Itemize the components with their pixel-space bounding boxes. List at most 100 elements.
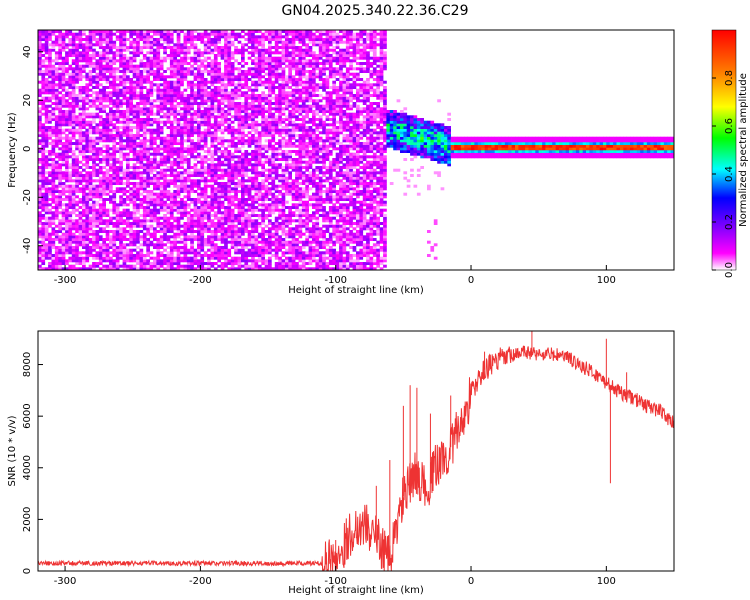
heatmap-cell: [88, 94, 93, 97]
heatmap-cell: [98, 75, 103, 79]
heatmap-cell: [224, 30, 228, 33]
heatmap-cell: [98, 62, 103, 65]
heatmap-cell: [132, 214, 137, 217]
heatmap-cell: [102, 176, 106, 180]
heatmap-cell: [122, 30, 127, 33]
heatmap-cell: [51, 259, 56, 263]
heatmap-cell: [193, 86, 198, 89]
heatmap-cell: [41, 262, 46, 265]
heatmap-cell: [173, 200, 177, 204]
heatmap-cell: [75, 131, 79, 135]
heatmap-cell: [38, 54, 42, 57]
heatmap-cell: [85, 144, 90, 148]
heatmap-cell: [203, 158, 208, 161]
heatmap-cell: [220, 83, 225, 87]
heatmap-cell: [115, 59, 120, 63]
heatmap-cell: [102, 78, 106, 81]
heatmap-cell: [41, 208, 46, 212]
heatmap-cell: [220, 256, 225, 260]
heatmap-cell: [149, 134, 154, 137]
heatmap-cell: [261, 123, 265, 127]
heatmap-cell: [268, 235, 272, 239]
heatmap-cell: [176, 40, 181, 44]
heatmap-cell: [159, 222, 164, 225]
heatmap-cell: [180, 134, 184, 137]
heatmap-cell: [254, 240, 259, 244]
heatmap-cell: [115, 112, 120, 116]
heatmap-cell: [176, 118, 181, 121]
heatmap-cell: [183, 264, 188, 268]
heatmap-cell: [119, 147, 123, 151]
heatmap-cell: [268, 126, 272, 129]
heatmap-cell: [224, 152, 228, 156]
heatmap-cell: [203, 118, 208, 121]
heatmap-cell: [173, 168, 177, 172]
heatmap-cell: [105, 144, 110, 148]
heatmap-cell: [136, 30, 140, 33]
heatmap-cell: [38, 112, 42, 116]
heatmap-cell: [264, 59, 269, 63]
heatmap-cell: [213, 123, 218, 127]
heatmap-cell: [183, 72, 188, 76]
heatmap-cell: [54, 230, 59, 233]
heatmap-cell: [44, 176, 49, 180]
heatmap-cell: [98, 243, 103, 247]
heatmap-cell: [119, 59, 123, 63]
heatmap-cell: [68, 54, 73, 57]
heatmap-cell: [105, 104, 110, 108]
heatmap-cell: [203, 30, 208, 33]
heatmap-cell: [264, 102, 269, 105]
heatmap-cell: [230, 187, 235, 191]
heatmap-cell: [217, 62, 221, 65]
heatmap-cell: [105, 118, 110, 121]
heatmap-cell: [88, 30, 93, 33]
heatmap-cell: [203, 48, 208, 52]
heatmap-cell: [173, 198, 177, 201]
heatmap-cell: [244, 238, 249, 241]
heatmap-cell: [54, 203, 59, 207]
heatmap-cell: [241, 104, 245, 108]
heatmap-cell: [257, 40, 262, 44]
heatmap-cell: [98, 184, 103, 188]
heatmap-cell: [210, 70, 215, 73]
heatmap-cell: [176, 131, 181, 135]
heatmap-cell: [65, 168, 69, 172]
heatmap-cell: [58, 86, 62, 89]
heatmap-cell: [92, 160, 96, 164]
heatmap-cell: [85, 184, 90, 188]
heatmap-cell: [146, 160, 150, 164]
heatmap-cell: [156, 211, 161, 215]
heatmap-cell: [109, 120, 113, 124]
heatmap-cell: [203, 35, 208, 39]
heatmap-cell: [38, 131, 42, 135]
heatmap-cell: [186, 134, 191, 137]
heatmap-cell: [244, 72, 249, 76]
heatmap-cell: [44, 115, 49, 119]
heatmap-cell: [207, 216, 211, 220]
heatmap-cell: [153, 118, 157, 121]
heatmap-cell: [71, 160, 76, 164]
heatmap-cell: [146, 78, 150, 81]
heatmap-cell: [254, 144, 259, 148]
heatmap-cell: [75, 171, 79, 175]
heatmap-cell: [102, 208, 106, 212]
heatmap-cell: [210, 78, 215, 81]
heatmap-cell: [153, 235, 157, 239]
heatmap-cell: [264, 80, 269, 84]
heatmap-cell: [98, 134, 103, 137]
heatmap-cell: [122, 208, 127, 212]
heatmap-cell: [88, 171, 93, 175]
heatmap-cell: [159, 126, 164, 129]
heatmap-cell: [129, 198, 133, 201]
heatmap-cell: [213, 88, 218, 92]
heatmap-cell: [169, 67, 174, 71]
heatmap-cell: [44, 72, 49, 76]
heatmap-cell: [136, 208, 140, 212]
heatmap-cell: [146, 208, 150, 212]
heatmap-cell: [247, 107, 252, 111]
heatmap-cell: [217, 126, 221, 129]
heatmap-cell: [180, 259, 184, 263]
heatmap-cell: [71, 251, 76, 255]
heatmap-cell: [261, 152, 265, 156]
heatmap-cell: [105, 120, 110, 124]
